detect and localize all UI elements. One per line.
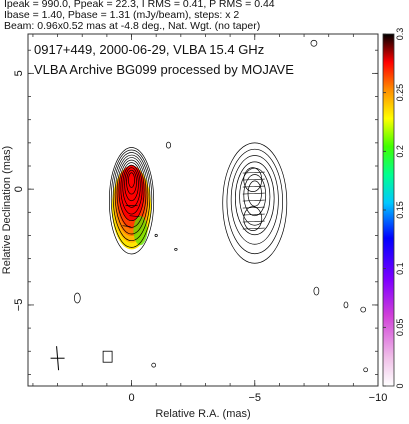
- jet-component-contour-6: [243, 174, 267, 217]
- jet-subcomponent-2: [243, 206, 263, 232]
- colorbar-tick-label-1: 0.05: [395, 319, 405, 337]
- core-total-intensity-contour-1: [108, 147, 155, 255]
- core-total-intensity-contour-6: [118, 159, 145, 222]
- polarization-vector-8: [242, 220, 265, 223]
- noise-contour-3: [313, 286, 320, 296]
- noise-contour-7: [73, 292, 81, 304]
- y-axis-label: Relative Declination (mas): [1, 146, 13, 274]
- colorbar-tick-label-0: 0: [395, 383, 405, 388]
- jet-component-contour-1: [222, 142, 288, 264]
- noise-contour-6: [363, 367, 369, 373]
- noise-contour-4: [343, 301, 349, 309]
- polarization-vector-3: [242, 185, 265, 188]
- noise-contour-1: [165, 141, 172, 149]
- polarization-vector-5: [242, 199, 265, 202]
- core-total-intensity-contour-11: [128, 172, 135, 188]
- colorbar-tick-label-5: 0.25: [395, 84, 405, 102]
- colorbar-tick-label-2: 0.1: [395, 262, 405, 275]
- colorbar-ticks: 0 0.05 0.1 0.15 0.2 0.25 0.3: [383, 28, 405, 389]
- noise-contour-9: [310, 39, 318, 47]
- core-total-intensity-contour-8: [122, 164, 141, 208]
- axis-ticks: 0 −5 −10 5 0 −5: [13, 34, 387, 404]
- x-tick-label-2: −10: [369, 392, 388, 404]
- core-total-intensity-contour-7: [120, 162, 143, 215]
- jet-component-contour-2: [226, 148, 283, 255]
- jet-component-contour-3: [230, 155, 279, 245]
- core-total-intensity-contour-9: [124, 167, 139, 202]
- noise-contour-8: [151, 362, 157, 368]
- x-tick-label-0: 0: [128, 392, 134, 404]
- plot-subtitle: VLBA Archive BG099 processed by MOJAVE: [34, 62, 294, 77]
- core-total-intensity-contour-10: [126, 169, 137, 195]
- x-tick-label-1: −5: [248, 392, 261, 404]
- header-line-1: Ipeak = 990.0, Ppeak = 22.3, I RMS = 0.4…: [4, 0, 275, 10]
- y-tick-label-1: 0: [13, 186, 25, 192]
- colorbar-tick-label-6: 0.3: [395, 28, 405, 41]
- noise-contour-5: [360, 306, 367, 313]
- plot-title: 0917+449, 2000-06-29, VLBA 15.4 GHz: [34, 42, 264, 57]
- y-tick-label-2: −5: [13, 299, 25, 312]
- header-line-3: Beam: 0.96x0.52 mas at -4.8 deg., Nat. W…: [4, 20, 261, 32]
- colorbar-tick-label-3: 0.15: [395, 201, 405, 219]
- plot-content: [50, 39, 369, 373]
- noise-contour-box: [102, 350, 113, 363]
- jet-component-contour-4: [235, 161, 275, 236]
- x-axis-label: Relative R.A. (mas): [155, 408, 250, 420]
- core-polarization-vector-2: [129, 215, 140, 218]
- core-total-intensity-contour-5: [116, 157, 147, 228]
- core-total-intensity-contour-2: [110, 149, 153, 248]
- y-tick-label-0: 5: [13, 70, 25, 76]
- core-polarization-vector-3: [122, 225, 131, 228]
- plot-frame: [27, 33, 379, 387]
- polarization-vector-1: [242, 171, 265, 174]
- polarization-vector-9: [242, 227, 265, 230]
- polarization-vector-2: [242, 178, 265, 181]
- polarization-vector-6: [242, 206, 265, 209]
- core-total-intensity-contour-4: [114, 154, 149, 235]
- header-line-2: Ibase = 1.40, Pbase = 1.31 (mJy/beam), s…: [4, 9, 240, 21]
- polarization-vector-4: [242, 192, 265, 195]
- noise-contour-10: [174, 248, 178, 251]
- jet-subcomponent-1: [243, 167, 263, 193]
- colorbar-tick-label-4: 0.2: [395, 145, 405, 158]
- polarization-vector-7: [242, 213, 265, 216]
- core-total-intensity-contour-3: [112, 152, 151, 242]
- noise-contour-2: [154, 233, 158, 238]
